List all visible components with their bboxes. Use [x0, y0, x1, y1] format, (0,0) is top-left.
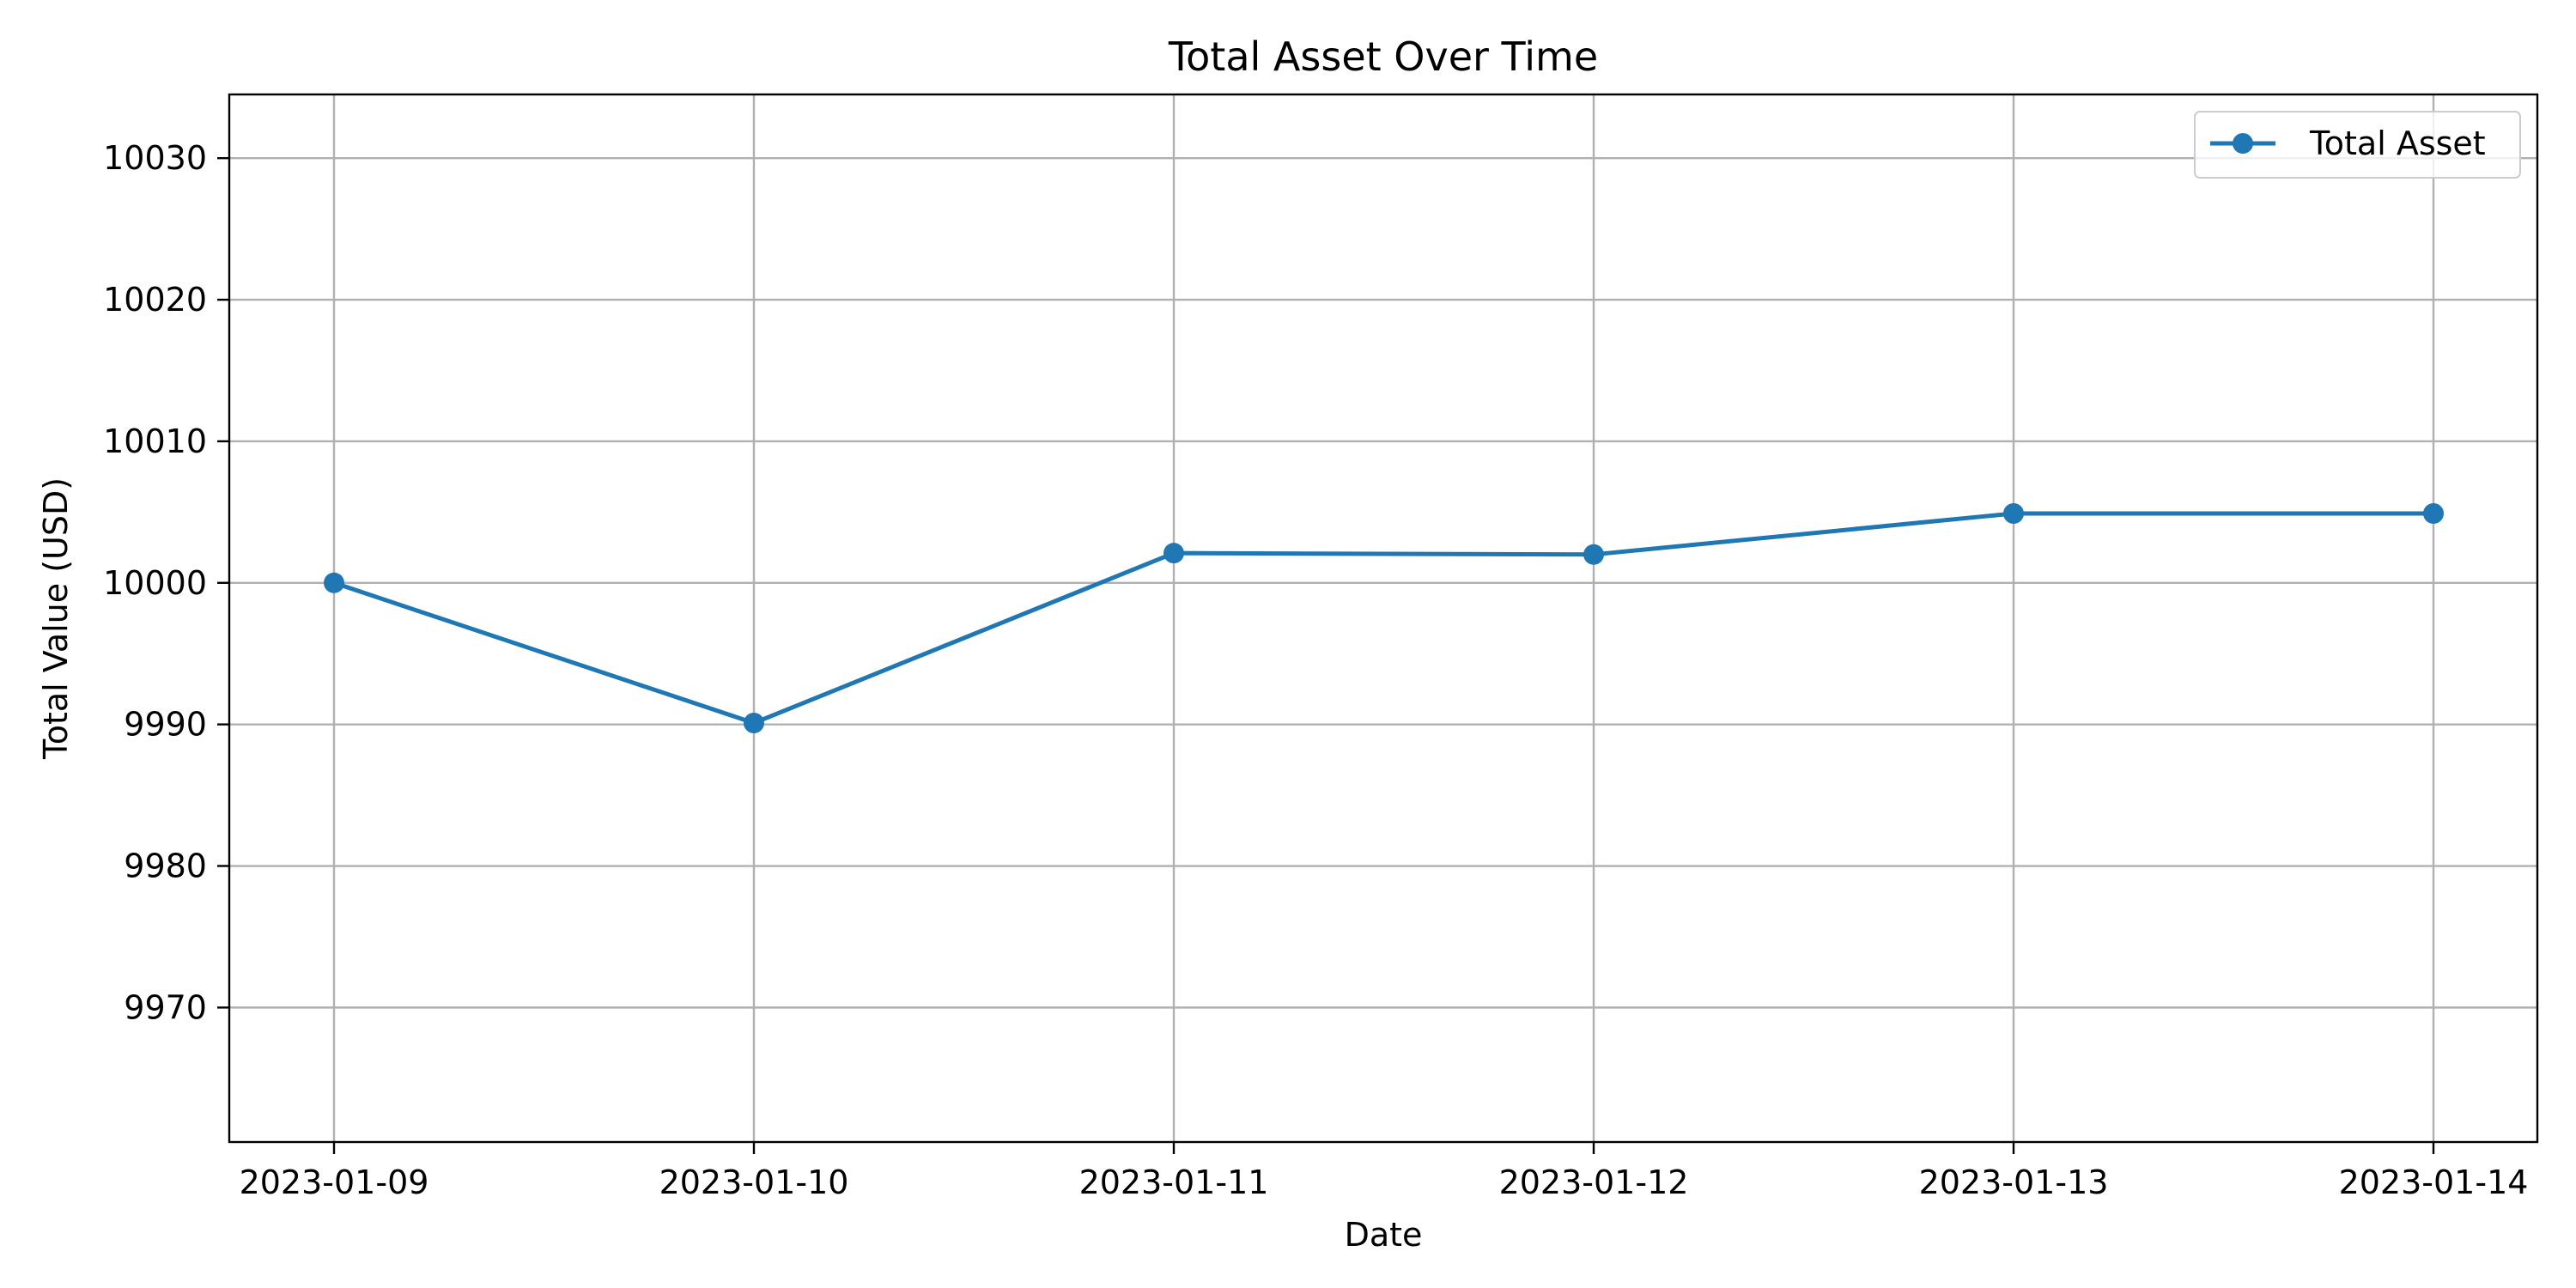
grid [229, 94, 2537, 1142]
data-point [2423, 503, 2444, 524]
data-point [324, 572, 344, 593]
data-point [1163, 543, 1184, 564]
x-axis: 2023-01-09 2023-01-10 2023-01-11 2023-01-12… [240, 1142, 2529, 1201]
chart-title: Total Asset Over Time [1168, 33, 1598, 80]
legend-label: Total Asset [2309, 125, 2486, 162]
x-tick-label: 2023-01-13 [1919, 1163, 2109, 1201]
y-tick-label: 10000 [103, 564, 207, 602]
series-line [333, 511, 2433, 726]
y-tick-label: 10020 [103, 281, 207, 319]
legend: Total Asset [2194, 111, 2521, 179]
x-tick-label: 2023-01-12 [1499, 1163, 1689, 1201]
data-point [744, 713, 764, 733]
y-axis: 9970 9980 9990 10000 10010 10020 10030 [103, 139, 229, 1026]
data-point [1583, 544, 1604, 565]
series-layer [324, 503, 2444, 733]
x-axis-title: Date [1345, 1216, 1423, 1254]
y-tick-label: 10010 [103, 422, 207, 460]
legend-box [2194, 111, 2521, 179]
x-tick-label: 2023-01-10 [659, 1163, 849, 1201]
y-tick-label: 9970 [124, 988, 207, 1026]
x-tick-label: 2023-01-09 [240, 1163, 429, 1201]
plot-area-frame [228, 93, 2539, 1144]
y-tick-label: 9980 [124, 848, 207, 885]
x-tick-label: 2023-01-11 [1079, 1163, 1269, 1201]
y-axis-title: Total Value (USD) [37, 477, 75, 760]
data-point [2003, 503, 2024, 524]
x-tick-label: 2023-01-14 [2339, 1163, 2529, 1201]
legend-marker-swatch [2233, 133, 2253, 154]
y-tick-label: 9990 [124, 706, 207, 744]
y-tick-label: 10030 [103, 139, 207, 177]
